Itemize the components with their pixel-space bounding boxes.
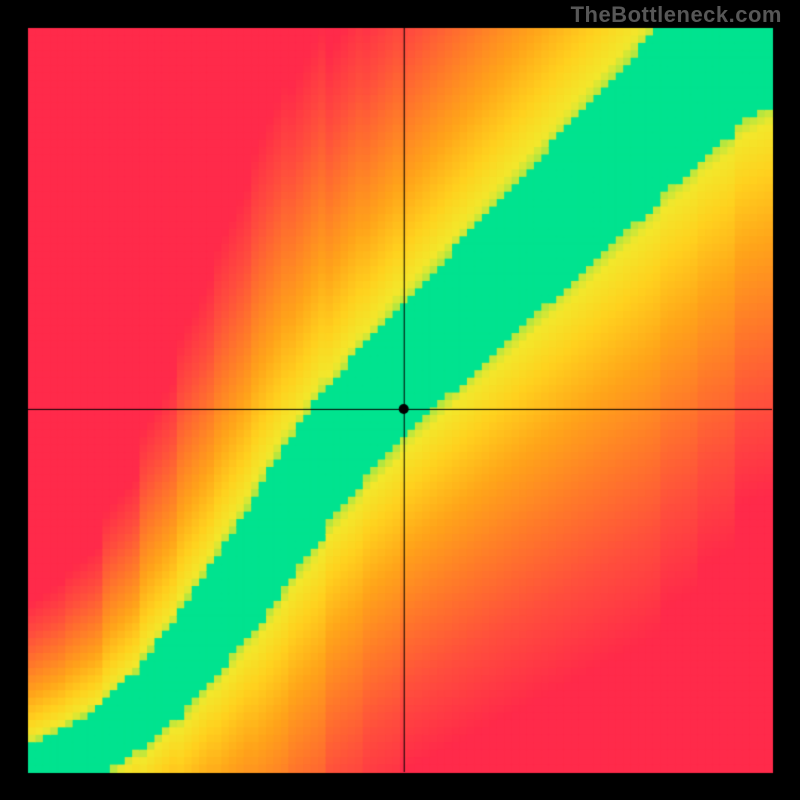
bottleneck-heatmap-canvas <box>0 0 800 800</box>
watermark-text: TheBottleneck.com <box>571 2 782 28</box>
chart-container: TheBottleneck.com <box>0 0 800 800</box>
